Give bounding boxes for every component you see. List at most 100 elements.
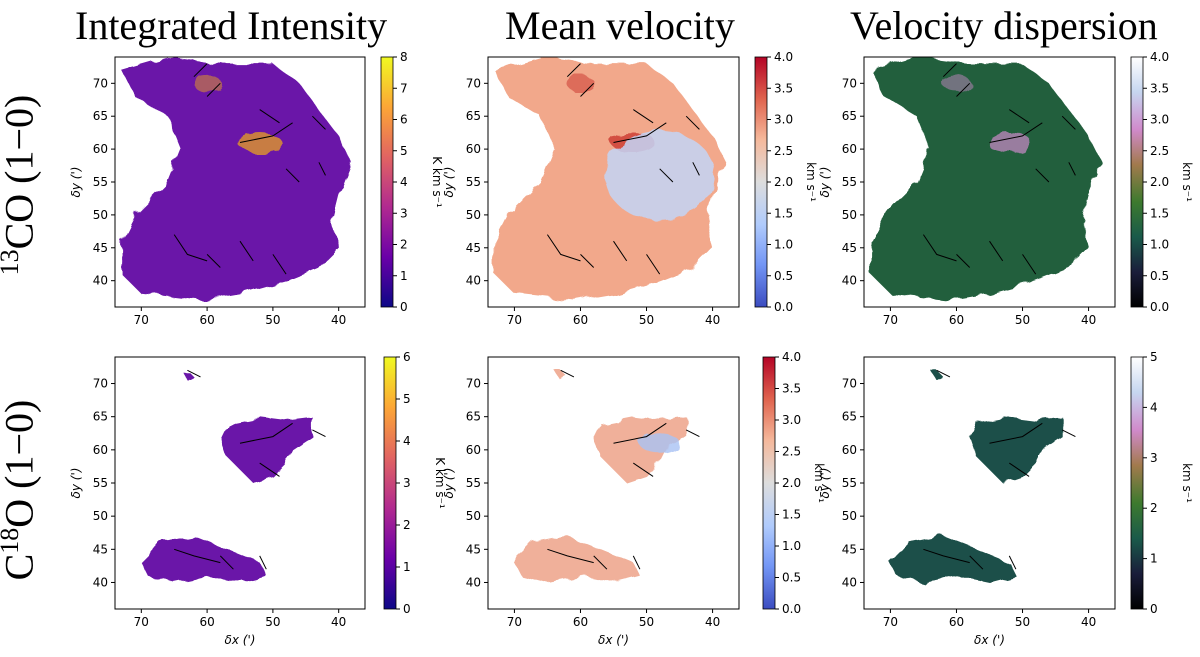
- colorbar-tick-label: 3: [403, 476, 411, 490]
- y-tick-label: 45: [93, 241, 108, 255]
- filament: [659, 168, 674, 183]
- y-tick-label: 55: [466, 476, 481, 490]
- colorbar-tick-label: 0: [1150, 602, 1158, 616]
- colorbar-tick-label: 0.5: [774, 269, 793, 283]
- filament: [942, 63, 957, 78]
- map-area: [514, 369, 700, 583]
- emission-map: [593, 416, 687, 483]
- x-tick-label: 40: [705, 313, 720, 327]
- emission-map: [870, 57, 1102, 301]
- y-axis-label: δy ('): [442, 468, 456, 499]
- x-tick-label: 40: [331, 313, 346, 327]
- y-axis-label: δy ('): [818, 468, 832, 499]
- y-tick-label: 65: [842, 410, 857, 424]
- filament: [312, 115, 326, 130]
- x-tick-label: 60: [199, 615, 214, 629]
- x-tick-label: 40: [705, 615, 720, 629]
- y-axis-label: δy ('): [818, 167, 832, 198]
- filament: [692, 162, 700, 176]
- emission-map: [554, 370, 568, 381]
- emission-map: [930, 370, 944, 381]
- x-tick-label: 60: [573, 313, 588, 327]
- y-tick-label: 55: [93, 476, 108, 490]
- y-tick-label: 50: [93, 208, 108, 222]
- filament: [1068, 162, 1076, 176]
- title-mean-velocity: Mean velocity: [505, 3, 735, 48]
- colorbar-tick-label: 4: [400, 175, 408, 189]
- y-tick-label: 70: [842, 76, 857, 90]
- colorbar-tick-label: 1: [403, 560, 411, 574]
- emission-peak: [193, 75, 222, 92]
- colorbar-label: km s⁻¹: [804, 162, 818, 202]
- y-tick-label: 70: [93, 76, 108, 90]
- filament: [239, 122, 293, 143]
- colorbar: [380, 56, 394, 308]
- colorbar-tick-label: 0.0: [1150, 300, 1169, 314]
- filament: [593, 555, 608, 570]
- emission-map: [121, 57, 352, 301]
- colorbar-tick-label: 6: [400, 113, 408, 127]
- x-tick-label: 70: [134, 615, 149, 629]
- colorbar-tick-label: 3.5: [782, 382, 801, 396]
- y-tick-label: 45: [842, 542, 857, 556]
- emission-peak: [566, 75, 595, 92]
- filament: [285, 168, 300, 183]
- filament: [1009, 109, 1030, 124]
- colorbar-tick-label: 2.0: [1150, 175, 1169, 189]
- x-tick-label: 40: [331, 615, 346, 629]
- map-area: [890, 369, 1076, 583]
- x-tick-label: 70: [883, 615, 898, 629]
- filament: [219, 555, 234, 570]
- filament: [613, 422, 667, 444]
- y-axis-label: δy ('): [69, 167, 83, 198]
- colorbar-tick-label: 2.5: [774, 144, 793, 158]
- x-tick-label: 70: [507, 313, 522, 327]
- y-tick-label: 50: [93, 509, 108, 523]
- y-axis-label: δy ('): [442, 167, 456, 198]
- emission-map: [220, 416, 313, 483]
- y-tick-label: 50: [466, 509, 481, 523]
- y-tick-label: 60: [842, 443, 857, 457]
- y-tick-label: 60: [93, 142, 108, 156]
- x-tick-label: 70: [134, 313, 149, 327]
- y-axis-label: δy ('): [69, 468, 83, 499]
- x-axis-label: δx ('): [598, 633, 629, 647]
- title-velocity-dispersion: Velocity dispersion: [850, 3, 1158, 48]
- y-tick-label: 65: [466, 109, 481, 123]
- map-area: [494, 57, 726, 301]
- x-tick-label: 60: [949, 615, 964, 629]
- filament: [560, 369, 575, 378]
- colorbar: [754, 56, 768, 308]
- filament: [580, 254, 595, 268]
- velocity-region: [604, 130, 715, 221]
- x-tick-label: 40: [1081, 313, 1096, 327]
- filament: [318, 162, 326, 176]
- colorbar-tick-label: 0.5: [1150, 269, 1169, 283]
- panel-1: 70 60 50 40 70 65 60 55 50 45 40 δy (') 0.0 0.5 1.0 1.5…: [442, 50, 818, 327]
- filament: [1022, 254, 1037, 275]
- x-tick-label: 60: [573, 615, 588, 629]
- filament: [259, 462, 280, 477]
- x-tick-label: 60: [199, 313, 214, 327]
- colorbar-tick-label: 1.0: [774, 238, 793, 252]
- colorbar: [1130, 356, 1144, 610]
- filament: [989, 240, 1004, 262]
- y-tick-label: 70: [93, 377, 108, 391]
- colorbar-tick-label: 4.0: [774, 50, 793, 64]
- filament: [613, 240, 628, 262]
- y-tick-label: 55: [93, 175, 108, 189]
- colorbar-tick-label: 3.5: [1150, 81, 1169, 95]
- filament: [239, 422, 293, 444]
- colorbar-tick-label: 6: [403, 350, 411, 364]
- panel-2: 70 60 50 40 70 65 60 55 50 45 40 δy (') 0.0 0.5 1.0 1.5…: [818, 50, 1194, 327]
- colorbar-label: km s⁻¹: [1180, 463, 1194, 503]
- filament: [989, 122, 1043, 143]
- colorbar-tick-label: 3.0: [782, 413, 801, 427]
- filament: [956, 82, 971, 97]
- y-tick-label: 70: [466, 76, 481, 90]
- colorbar-tick-label: 7: [400, 81, 408, 95]
- colorbar-tick-label: 5: [400, 144, 408, 158]
- colorbar-tick-label: 5: [1150, 350, 1158, 364]
- colorbar-label: km s⁻¹: [1180, 162, 1194, 202]
- colorbar-tick-label: 4: [403, 434, 411, 448]
